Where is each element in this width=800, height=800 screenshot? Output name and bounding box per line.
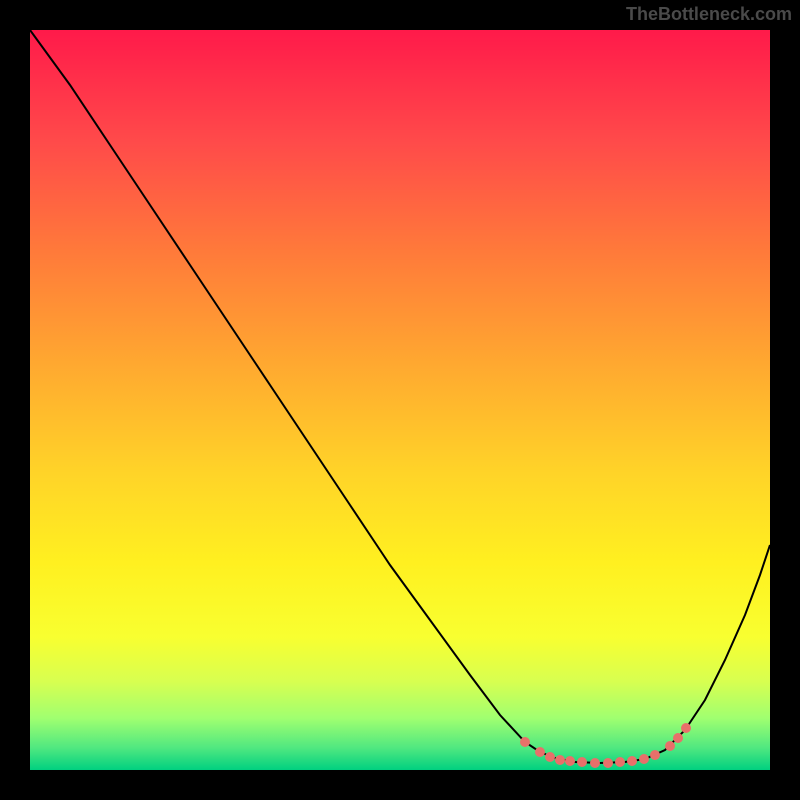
watermark-text: TheBottleneck.com xyxy=(626,4,792,25)
bottleneck-curve xyxy=(30,30,770,770)
chart-plot-area xyxy=(30,30,770,770)
